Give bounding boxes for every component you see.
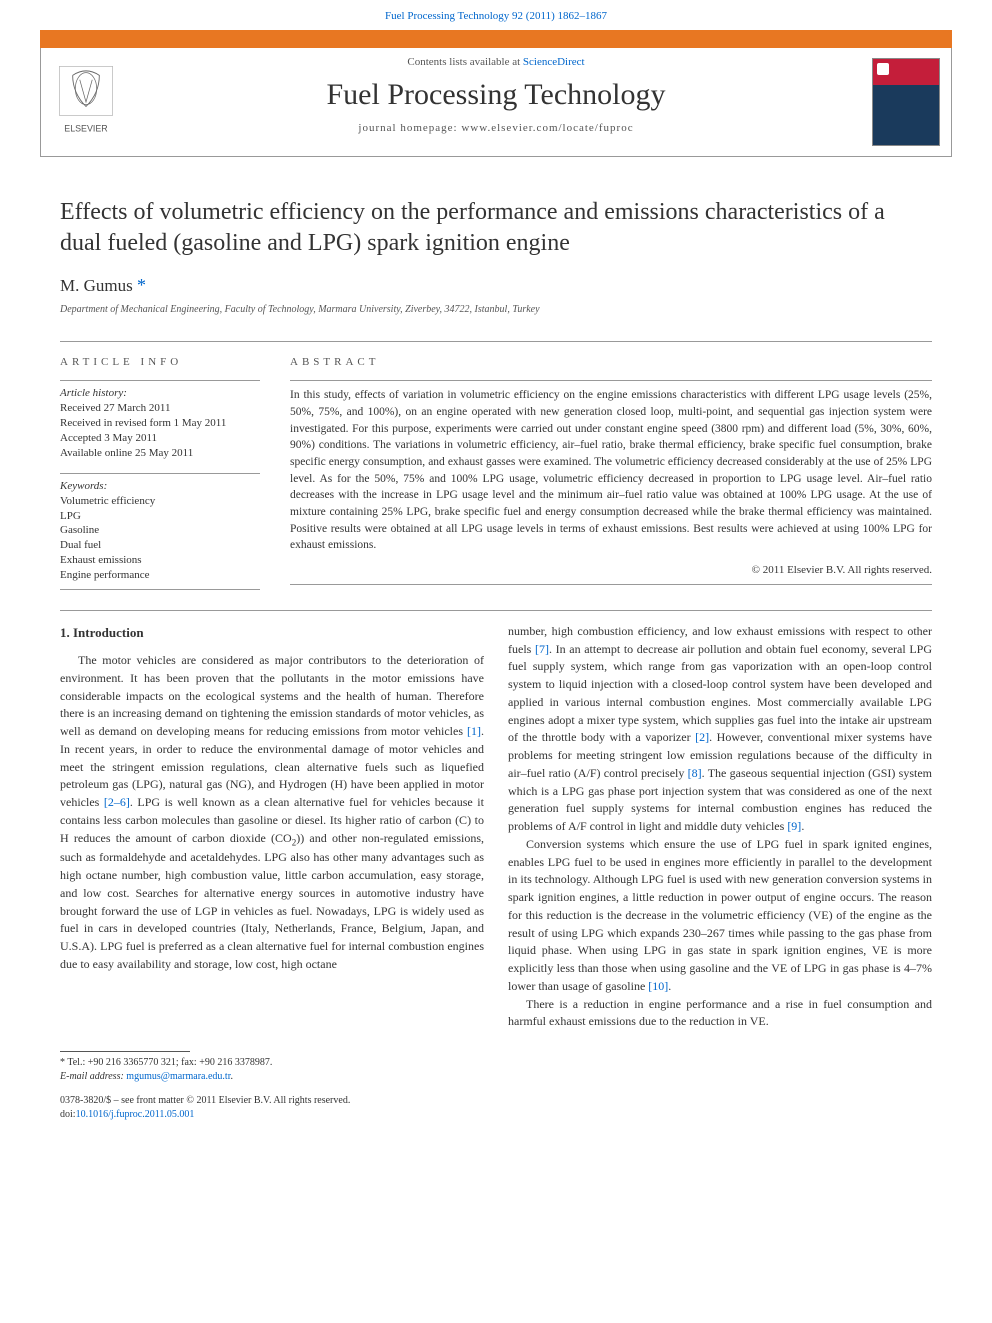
- abstract-text: In this study, effects of variation in v…: [290, 387, 932, 554]
- svg-text:ELSEVIER: ELSEVIER: [64, 123, 107, 133]
- body-col-right: number, high combustion efficiency, and …: [508, 623, 932, 1031]
- article-info-heading: ARTICLE INFO: [60, 356, 260, 368]
- sciencedirect-link[interactable]: ScienceDirect: [523, 56, 585, 68]
- accepted-date: Accepted 3 May 2011: [60, 431, 260, 446]
- journal-name: Fuel Processing Technology: [131, 78, 861, 112]
- authors: M. Gumus *: [60, 275, 932, 296]
- paper-title: Effects of volumetric efficiency on the …: [60, 197, 932, 259]
- abstract-column: ABSTRACT In this study, effects of varia…: [290, 356, 932, 595]
- intro-para: The motor vehicles are considered as maj…: [60, 652, 484, 973]
- intro-para: There is a reduction in engine performan…: [508, 996, 932, 1032]
- keyword: Volumetric efficiency: [60, 494, 260, 509]
- corr-tel: * Tel.: +90 216 3365770 321; fax: +90 21…: [60, 1056, 484, 1070]
- footer-rule: [60, 1051, 190, 1052]
- contents-prefix: Contents lists available at: [407, 56, 522, 68]
- title-block: Effects of volumetric efficiency on the …: [0, 157, 992, 341]
- elsevier-logo: ELSEVIER: [41, 48, 131, 156]
- article-info-column: ARTICLE INFO Article history: Received 2…: [60, 356, 260, 595]
- short-rule: [60, 589, 260, 590]
- abstract-heading: ABSTRACT: [290, 356, 932, 368]
- body-columns: 1. Introduction The motor vehicles are c…: [0, 611, 992, 1051]
- email-line: E-mail address: mgumus@marmara.edu.tr.: [60, 1070, 484, 1084]
- issn-line: 0378-3820/$ – see front matter © 2011 El…: [60, 1094, 484, 1108]
- contents-line: Contents lists available at ScienceDirec…: [131, 56, 861, 68]
- corresponding-asterisk-icon: *: [137, 275, 146, 295]
- footer-right: [508, 1051, 932, 1122]
- email-label: E-mail address:: [60, 1071, 126, 1082]
- homepage-url[interactable]: www.elsevier.com/locate/fuproc: [461, 122, 633, 134]
- footer-left: * Tel.: +90 216 3365770 321; fax: +90 21…: [60, 1051, 484, 1122]
- short-rule: [60, 380, 260, 381]
- email-link[interactable]: mgumus@marmara.edu.tr: [126, 1071, 230, 1082]
- homepage-prefix: journal homepage:: [358, 122, 461, 134]
- affiliation: Department of Mechanical Engineering, Fa…: [60, 304, 932, 315]
- keyword: Dual fuel: [60, 538, 260, 553]
- short-rule: [60, 473, 260, 474]
- header-center: Contents lists available at ScienceDirec…: [131, 48, 861, 156]
- journal-cover-thumb: [861, 48, 951, 156]
- keywords-label: Keywords:: [60, 480, 260, 492]
- abstract-bottom-rule: [290, 584, 932, 585]
- received-date: Received 27 March 2011: [60, 401, 260, 416]
- online-date: Available online 25 May 2011: [60, 446, 260, 461]
- abstract-rule: [290, 380, 932, 381]
- homepage-line: journal homepage: www.elsevier.com/locat…: [131, 122, 861, 134]
- info-abstract-row: ARTICLE INFO Article history: Received 2…: [0, 342, 992, 609]
- footer-block: * Tel.: +90 216 3365770 321; fax: +90 21…: [0, 1051, 992, 1142]
- doi-label: doi:: [60, 1109, 76, 1120]
- author-name: M. Gumus: [60, 276, 133, 295]
- history-label: Article history:: [60, 387, 260, 399]
- keyword: Engine performance: [60, 568, 260, 583]
- keyword: LPG: [60, 509, 260, 524]
- doi-line: doi:10.1016/j.fuproc.2011.05.001: [60, 1108, 484, 1122]
- intro-para: Conversion systems which ensure the use …: [508, 836, 932, 996]
- copyright: © 2011 Elsevier B.V. All rights reserved…: [290, 564, 932, 576]
- keyword: Gasoline: [60, 523, 260, 538]
- body-col-left: 1. Introduction The motor vehicles are c…: [60, 623, 484, 1031]
- intro-para: number, high combustion efficiency, and …: [508, 623, 932, 836]
- intro-heading: 1. Introduction: [60, 623, 484, 642]
- revised-date: Received in revised form 1 May 2011: [60, 416, 260, 431]
- orange-top-bar: [40, 30, 952, 48]
- keyword: Exhaust emissions: [60, 553, 260, 568]
- journal-header: ELSEVIER Contents lists available at Sci…: [40, 48, 952, 157]
- doi-link[interactable]: 10.1016/j.fuproc.2011.05.001: [76, 1109, 195, 1120]
- top-citation: Fuel Processing Technology 92 (2011) 186…: [0, 0, 992, 30]
